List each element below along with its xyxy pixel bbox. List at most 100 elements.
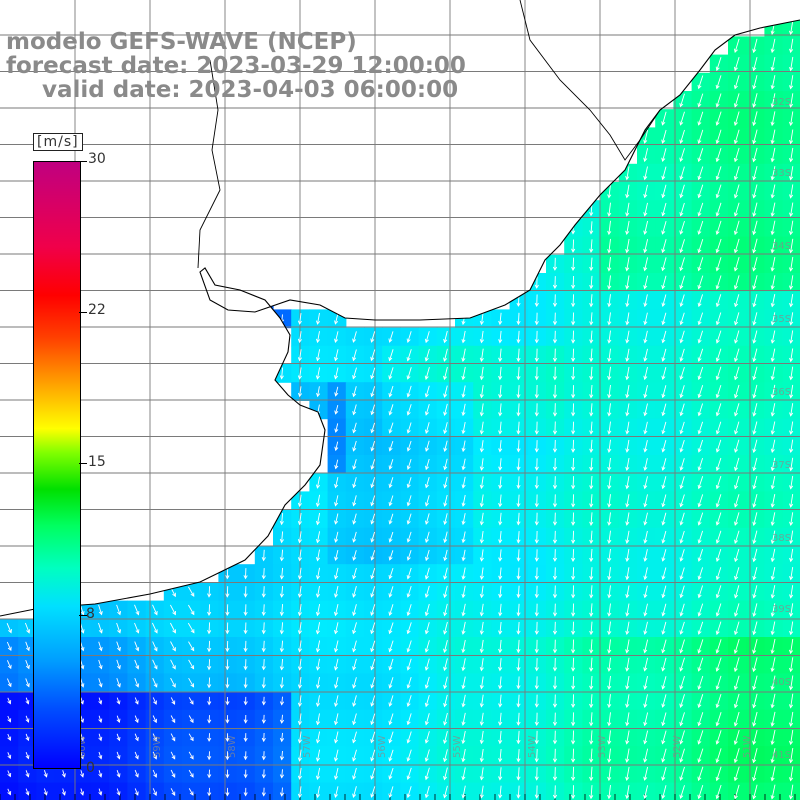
wind-arrow [352, 440, 357, 452]
wind-arrow [625, 220, 630, 236]
arrow-shaft [698, 476, 704, 489]
arrow-head [261, 648, 266, 653]
lat-label: 35S [772, 314, 791, 325]
arrow-head [334, 483, 339, 489]
arrow-shaft [299, 331, 302, 343]
arrow-head [715, 703, 720, 709]
arrow-shaft [444, 476, 448, 488]
arrow-head [752, 321, 757, 326]
wind-arrow [534, 458, 539, 471]
arrow-head [98, 773, 103, 778]
arrow-shaft [134, 715, 139, 723]
wind-arrow [516, 549, 521, 562]
arrow-head [697, 430, 702, 435]
arrow-shaft [316, 494, 321, 507]
wind-arrow [207, 640, 212, 653]
wind-arrow [80, 751, 85, 760]
arrow-shaft [407, 531, 412, 543]
arrow-shaft [480, 785, 484, 798]
arrow-shaft [499, 385, 502, 398]
arrow-head [789, 394, 794, 399]
wind-arrow [170, 697, 176, 705]
wind-arrow [552, 276, 558, 290]
wind-arrow [752, 348, 758, 363]
arrow-head [352, 757, 357, 762]
arrow-head [297, 375, 302, 380]
wind-arrow [661, 603, 667, 617]
arrow-head [661, 685, 666, 690]
wind-arrow [261, 659, 266, 671]
arrow-shaft [353, 513, 357, 524]
arrow-head [734, 430, 739, 435]
arrow-head [534, 448, 539, 453]
arrow-shaft [626, 458, 630, 471]
arrow-head [734, 557, 739, 563]
wind-arrow [571, 494, 576, 508]
wind-arrow [170, 733, 176, 742]
wind-arrow [43, 788, 48, 796]
arrow-shaft [698, 621, 704, 635]
arrow-shaft [335, 476, 339, 488]
wind-arrow [697, 111, 704, 126]
arrow-shaft [572, 439, 575, 452]
wind-arrow [424, 622, 430, 635]
arrow-head [406, 429, 411, 434]
arrow-head [25, 736, 30, 742]
wind-arrow [316, 386, 321, 398]
wind-arrow [279, 531, 284, 544]
arrow-head [352, 392, 357, 398]
arrow-head [225, 647, 230, 653]
wind-arrow [315, 713, 321, 726]
arrow-shaft [771, 38, 776, 53]
wind-arrow [589, 294, 594, 308]
arrow-shaft [698, 421, 704, 434]
arrow-head [715, 321, 720, 326]
arrow-head [607, 557, 612, 563]
wind-arrow [752, 766, 758, 782]
arrow-shaft [716, 475, 722, 489]
arrow-shaft [626, 184, 630, 198]
wind-arrow [734, 439, 740, 453]
arrow-head [697, 157, 702, 163]
arrow-shaft [334, 331, 339, 343]
arrow-head [697, 794, 702, 800]
wind-arrow [770, 129, 776, 145]
wind-arrow [752, 439, 758, 454]
arrow-head [534, 794, 539, 799]
arrow-shaft [771, 603, 776, 617]
arrow-shaft [771, 348, 776, 362]
lat-label: 41S [772, 750, 791, 761]
arrow-head [406, 629, 411, 635]
arrow-shaft [462, 458, 466, 470]
wind-arrow [715, 111, 722, 126]
arrow-shaft [771, 421, 776, 434]
wind-arrow [697, 403, 704, 417]
wind-arrow [479, 312, 484, 326]
wind-arrow [333, 603, 339, 617]
arrow-head [661, 794, 666, 799]
arrow-head [661, 338, 666, 344]
arrow-shaft [134, 622, 139, 633]
arrow-shaft [590, 366, 593, 380]
arrow-shaft [734, 403, 740, 416]
arrow-shaft [425, 495, 430, 506]
arrow-shaft [608, 384, 611, 398]
arrow-shaft [370, 658, 376, 670]
arrow-head [752, 139, 757, 145]
arrow-head [261, 792, 266, 797]
arrow-head [424, 575, 429, 580]
wind-arrow [752, 512, 758, 527]
arrow-shaft [662, 785, 667, 799]
arrow-head [424, 502, 429, 507]
arrow-head [770, 139, 775, 145]
arrow-head [552, 758, 558, 763]
arrow-head [443, 393, 448, 398]
arrow-head [734, 302, 739, 308]
arrow-head [98, 665, 103, 670]
arrow-head [607, 212, 612, 217]
wind-arrow [752, 330, 758, 344]
wind-arrow [733, 784, 740, 800]
arrow-head [570, 776, 576, 782]
wind-arrow [334, 786, 339, 799]
arrow-shaft [608, 294, 611, 307]
